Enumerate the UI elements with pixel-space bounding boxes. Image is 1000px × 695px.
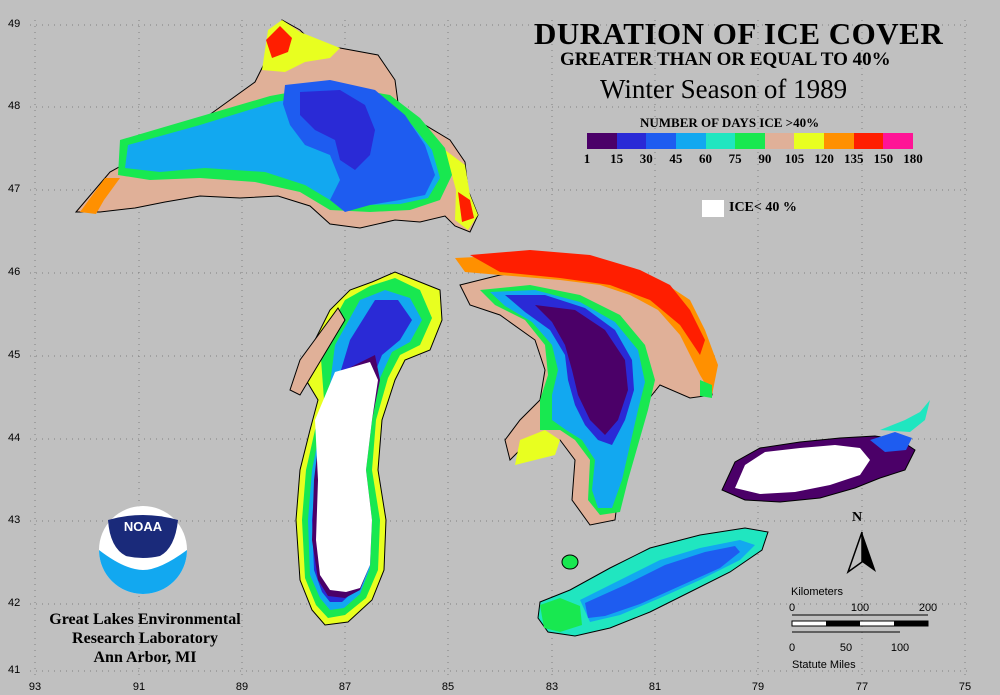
km-tick: 100 (850, 602, 870, 614)
legend-color-bar (587, 133, 914, 149)
legend-swatch (794, 133, 825, 149)
lat-label: 49 (8, 18, 21, 30)
lat-label: 48 (8, 100, 21, 112)
legend-tick-label: 120 (814, 151, 834, 166)
mi-tick: 100 (890, 642, 910, 654)
map-season: Winter Season of 1989 (600, 74, 848, 104)
mi-tick: 0 (788, 642, 796, 654)
lon-label: 75 (958, 681, 972, 693)
km-tick: 200 (918, 602, 938, 614)
legend-swatch (705, 133, 736, 149)
org-line-3: Ann Arbor, MI (93, 649, 197, 666)
legend-swatch (735, 133, 765, 149)
lat-label: 47 (8, 183, 21, 195)
km-label: Kilometers (791, 586, 843, 598)
lat-label: 46 (8, 266, 21, 278)
legend-ticks: 1 15 30 45 60 75 90 105 120 135 150 180 (578, 151, 928, 167)
org-line-1: Great Lakes Environmental (49, 611, 241, 628)
lon-label: 77 (855, 681, 869, 693)
mi-tick: 50 (839, 642, 853, 654)
lon-label: 85 (441, 681, 455, 693)
legend-swatch (616, 133, 647, 149)
lake-ontario (721, 400, 930, 503)
legend-swatch (587, 133, 617, 149)
lake-erie (537, 527, 769, 637)
legend-swatch (764, 133, 795, 149)
legend-tick-label: 135 (843, 151, 864, 166)
north-label: N (852, 510, 863, 525)
legend-tick-label: 105 (784, 151, 805, 166)
lon-label: 87 (338, 681, 352, 693)
lake-huron (455, 250, 718, 526)
legend-swatch (675, 133, 706, 149)
lon-label: 81 (648, 681, 662, 693)
legend-title: NUMBER OF DAYS ICE >40% (640, 115, 820, 130)
legend-tick-label: 15 (610, 151, 624, 166)
lon-label: 93 (28, 681, 42, 693)
organization-block: Great Lakes Environmental Research Labor… (30, 610, 260, 667)
lake-st-clair (561, 554, 579, 570)
map-subtitle: GREATER THAN OR EQUAL TO 40% (560, 49, 891, 70)
legend-tick-label: 150 (873, 151, 894, 166)
ice-below-label: ICE< 40 % (729, 200, 797, 215)
legend-tick-label: 60 (699, 151, 713, 166)
scale-bar (791, 614, 929, 633)
org-line-2: Research Laboratory (72, 630, 218, 647)
lat-label: 43 (8, 514, 21, 526)
legend-swatch (853, 133, 884, 149)
legend-tick-label: 30 (639, 151, 653, 166)
ice-below-swatch (702, 200, 724, 217)
lon-label: 79 (751, 681, 765, 693)
legend-tick-label: 45 (669, 151, 683, 166)
lon-label: 89 (235, 681, 249, 693)
map-title: DURATION OF ICE COVER (534, 16, 944, 51)
legend-swatch (646, 133, 676, 149)
km-tick: 0 (788, 602, 796, 614)
north-arrow (846, 531, 876, 574)
lake-superior (74, 19, 479, 233)
legend-swatch (883, 133, 914, 149)
lat-label: 41 (8, 664, 21, 676)
lake-michigan (289, 271, 443, 626)
lon-label: 83 (545, 681, 559, 693)
legend-tick-label: 180 (903, 151, 923, 166)
mi-label: Statute Miles (792, 659, 856, 671)
legend-tick-label: 75 (728, 151, 742, 166)
legend-swatch (824, 133, 854, 149)
noaa-logo-text: NOAA (123, 519, 163, 534)
lon-label: 91 (132, 681, 146, 693)
legend-tick-label: 90 (758, 151, 772, 166)
noaa-logo (99, 506, 187, 594)
lat-label: 44 (8, 432, 21, 444)
lat-label: 42 (8, 597, 21, 609)
legend-tick-label: 1 (583, 151, 591, 166)
lat-label: 45 (8, 349, 21, 361)
